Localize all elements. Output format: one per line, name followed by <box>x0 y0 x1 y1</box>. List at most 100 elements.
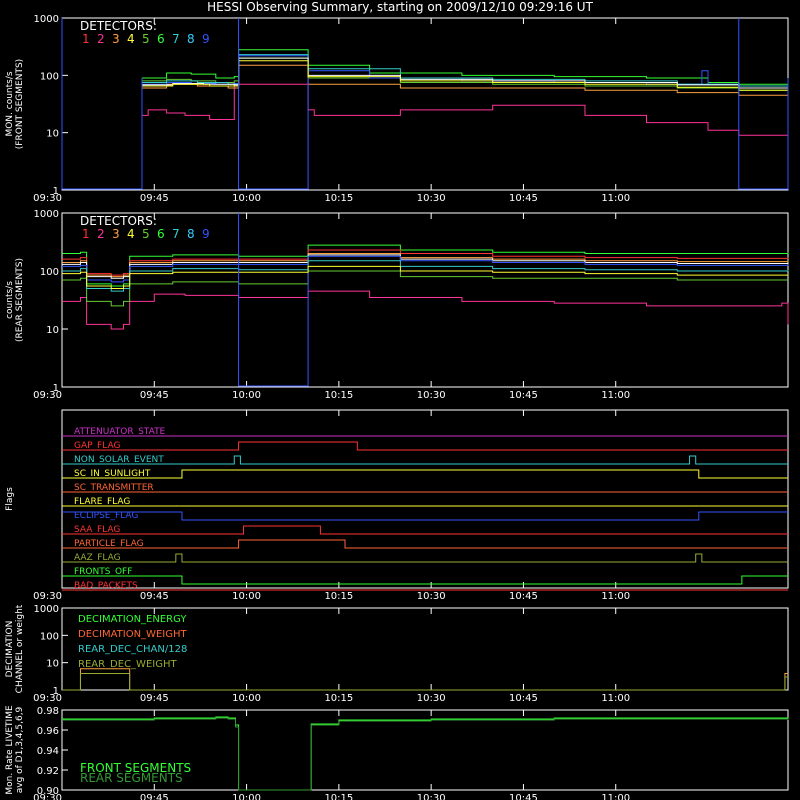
flag-line-6 <box>62 511 788 521</box>
y-tick-label: 0.96 <box>37 726 59 737</box>
flag-line-9 <box>62 553 788 563</box>
y-axis-label: avg of D1,3,4,5,6,9 <box>15 706 25 793</box>
legend-item-1: DECIMATION_WEIGHT <box>78 629 187 640</box>
x-tick-label: 09:30 <box>33 193 62 204</box>
legend-item-0: DECIMATION_ENERGY <box>78 614 187 625</box>
x-tick-label: 10:15 <box>324 793 353 800</box>
flag-line-10 <box>62 575 788 585</box>
x-tick-label: 09:45 <box>140 193 169 204</box>
flag-line-7 <box>62 525 788 535</box>
legend-item-2: 2 <box>97 227 105 241</box>
x-tick-label: 10:30 <box>417 390 446 401</box>
x-tick-label: 11:00 <box>601 591 630 602</box>
legend-item-1: 1 <box>82 227 90 241</box>
flag-line-1 <box>62 441 788 451</box>
legend-title: DETECTORS: <box>80 214 157 228</box>
series-line-2 <box>62 244 789 287</box>
panel-front: 09:30 09:45 10:00 10:15 10:30 10:45 11:00 1 10 10… <box>5 14 789 204</box>
x-tick-label: 10:45 <box>509 390 538 401</box>
legend-item-7: 7 <box>172 32 180 46</box>
x-tick-label: 09:30 <box>33 693 62 704</box>
panel-livetime: 09:30 09:45 10:00 10:15 10:30 10:45 11:00 0.90 0… <box>5 705 789 800</box>
x-tick-label: 10:45 <box>509 193 538 204</box>
legend-item-6: 6 <box>157 227 165 241</box>
series-line-8 <box>62 265 789 289</box>
y-tick-label: 100 <box>40 267 59 278</box>
legend-item-4: 4 <box>127 32 135 46</box>
y-tick-label: 0.94 <box>37 746 59 757</box>
legend-item-3: 3 <box>112 227 120 241</box>
y-tick-label: 1000 <box>34 209 59 220</box>
x-tick-label: 10:00 <box>232 591 261 602</box>
x-tick-label: 10:15 <box>324 193 353 204</box>
x-tick-label: 10:45 <box>509 793 538 800</box>
plot-frame <box>61 212 789 388</box>
flag-label-6: ECLIPSE_FLAG <box>74 511 138 521</box>
x-tick-label: 10:15 <box>324 693 353 704</box>
flag-label-9: AAZ_FLAG <box>74 553 121 563</box>
x-tick-label: 10:00 <box>232 390 261 401</box>
legend-item-8: 8 <box>187 32 195 46</box>
y-tick-label: 1000 <box>34 14 59 25</box>
flag-label-8: PARTICLE_FLAG <box>74 539 144 549</box>
legend-item-5: 5 <box>142 227 150 241</box>
x-tick-label: 09:45 <box>140 793 169 800</box>
series-line-1 <box>62 673 788 691</box>
y-axis-label: DECIMATION <box>5 621 15 678</box>
x-tick-label: 09:45 <box>140 693 169 704</box>
y-axis-label: MON. counts/s <box>5 71 15 136</box>
plot-frame <box>61 409 789 589</box>
x-tick-label: 10:45 <box>509 693 538 704</box>
series-line-0 <box>62 668 788 691</box>
x-tick-label: 10:30 <box>417 193 446 204</box>
y-tick-label: 10 <box>46 129 59 140</box>
legend-item-0: FRONT SEGMENTS <box>80 761 191 775</box>
gap-marker <box>61 18 143 190</box>
y-tick-label: 100 <box>40 71 59 82</box>
x-tick-label: 11:00 <box>601 193 630 204</box>
legend-item-8: 8 <box>187 227 195 241</box>
x-tick-label: 10:45 <box>509 591 538 602</box>
y-axis-label: Mon. Rate LIVETIME <box>5 705 15 795</box>
legend-item-6: 6 <box>157 32 165 46</box>
flag-label-5: FLARE_FLAG <box>74 497 130 507</box>
y-axis-label: (FRONT SEGMENTS) <box>15 59 25 149</box>
x-tick-label: 09:45 <box>140 591 169 602</box>
x-tick-label: 09:30 <box>33 793 62 800</box>
flag-line-3 <box>62 469 788 479</box>
legend-item-9: 9 <box>202 32 210 46</box>
panel-flags: 09:30 09:45 10:00 10:15 10:30 10:45 11:00 Flags… <box>5 409 789 602</box>
x-tick-label: 11:00 <box>601 693 630 704</box>
gap-marker <box>238 213 309 387</box>
y-tick-label: 1 <box>53 186 59 197</box>
flag-label-3: SC_IN_SUNLIGHT <box>74 469 151 479</box>
x-tick-label: 10:30 <box>417 591 446 602</box>
plot-frame <box>61 17 789 191</box>
flag-line-8 <box>62 539 788 549</box>
y-axis-label: CHANNEL or weight <box>15 604 25 693</box>
legend-item-7: 7 <box>172 227 180 241</box>
x-tick-label: 11:00 <box>601 793 630 800</box>
y-tick-label: 100 <box>40 631 59 642</box>
x-tick-label: 10:00 <box>232 193 261 204</box>
flag-label-4: SC_TRANSMITTER <box>74 483 154 493</box>
series-line-1 <box>62 717 789 791</box>
y-tick-label: 0.90 <box>37 786 59 797</box>
flag-label-2: NON_SOLAR_EVENT <box>74 455 164 465</box>
flag-label-11: BAD_PACKETS <box>74 581 138 591</box>
legend-item-4: 4 <box>127 227 135 241</box>
flag-label-0: ATTENUATOR_STATE <box>74 427 166 437</box>
series-line-6 <box>62 255 789 283</box>
series-line-3 <box>62 249 789 276</box>
y-tick-label: 0.92 <box>37 766 59 777</box>
y-axis-label: Flags <box>5 487 15 511</box>
x-tick-label: 10:00 <box>232 693 261 704</box>
legend-item-3: REAR_DEC_WEIGHT <box>78 659 177 670</box>
y-tick-label: 10 <box>46 325 59 336</box>
y-tick-label: 1 <box>53 383 59 394</box>
y-tick-label: 0.98 <box>37 706 59 717</box>
gap-marker <box>738 18 789 190</box>
series-line-0 <box>141 83 788 136</box>
x-tick-label: 09:45 <box>140 390 169 401</box>
